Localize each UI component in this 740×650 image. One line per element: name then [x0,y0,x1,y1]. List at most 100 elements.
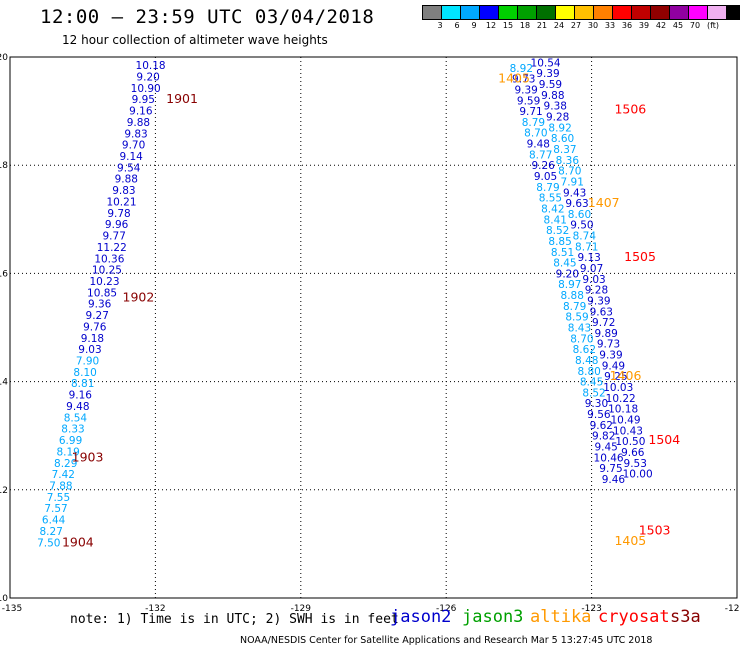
wave-height-label: 9.43 [563,187,586,199]
colorbar-swatch [479,5,499,20]
time-label: 1505 [624,249,656,264]
wave-height-label: 9.71 [519,106,542,118]
wave-height-label: 8.70 [524,128,547,140]
wave-height-label: 9.18 [81,333,104,345]
wave-height-label: 9.54 [117,162,141,174]
colorbar-swatch [574,5,594,20]
wave-height-label: 6.44 [42,515,66,527]
wave-height-label: 8.80 [577,366,600,378]
wave-height-label: 9.72 [592,317,615,329]
footer-credit: NOAA/NESDIS Center for Satellite Applica… [240,635,653,646]
legend-jason3: jason3 [462,607,524,627]
wave-height-label: 9.53 [624,458,647,470]
wave-height-label: 9.25 [604,371,627,383]
wave-height-label: 9.05 [534,171,557,183]
colorbar-swatch [612,5,632,20]
colorbar-swatch [631,5,651,20]
wave-height-label: 8.36 [556,155,580,167]
colorbar-swatch [422,5,442,20]
wave-height-label: 9.82 [592,431,615,443]
x-tick-label: -129 [291,604,312,614]
colorbar-level: 36 [621,21,633,30]
time-label: 1503 [639,522,671,537]
wave-height-label: 8.97 [558,279,581,291]
x-tick-label: -126 [436,604,457,614]
legend-cryosat: cryosat [598,607,670,627]
colorbar-swatch [460,5,480,20]
colorbar-level: 12 [485,21,497,30]
wave-height-label: 9.56 [587,409,611,421]
colorbar-level: 30 [587,21,599,30]
time-label: 1901 [166,91,198,106]
wave-height-label: 10.03 [603,382,633,394]
wave-height-label: 9.59 [539,79,562,91]
wave-height-label: 9.46 [602,474,626,486]
map-frame [9,56,738,599]
wave-height-label: 8.70 [558,166,581,178]
wave-height-label: 9.70 [122,140,145,152]
wave-height-label: 8.60 [551,133,574,145]
wave-height-label: 10.23 [89,276,119,288]
wave-height-label: 9.78 [107,208,130,220]
wave-height-label: 8.81 [71,378,94,390]
wave-height-label: 9.39 [587,295,610,307]
wave-height-label: 8.42 [541,203,564,215]
time-label: 1506 [614,101,646,116]
colorbar-swatch [517,5,537,20]
colorbar-labels: 3 6 9 12 15 18 21 24 27 30 33 36 39 42 45 70 (ft) [422,21,740,33]
wave-height-label: 7.50 [37,537,60,549]
wave-height-label: 9.36 [88,299,112,311]
wave-height-label: 8.51 [551,247,574,259]
colorbar-swatch [688,5,708,20]
colorbar-level: 39 [638,21,650,30]
wave-height-label: 11.22 [97,242,127,254]
time-label: 1405 [614,533,646,548]
colorbar-swatch [726,5,740,20]
colorbar-swatch [441,5,461,20]
wave-height-label: 10.54 [531,57,561,69]
wave-height-label: 8.77 [529,149,552,161]
colorbar-level: 15 [502,21,514,30]
colorbar-level: 21 [536,21,548,30]
wave-height-label: 9.39 [514,84,537,96]
colorbar-level: 45 [672,21,684,30]
wave-height-label: 8.60 [568,209,591,221]
wave-height-label: 9.95 [132,94,155,106]
wave-height-label: 8.70 [570,333,593,345]
wave-height-label: 8.79 [563,301,586,313]
wave-height-label: 8.19 [56,446,79,458]
wave-height-label: 9.39 [599,350,622,362]
colorbar-swatch [555,5,575,20]
colorbar-swatch [498,5,518,20]
wave-height-label: 10.90 [131,83,161,95]
x-tick-label: -135 [2,604,22,614]
wave-height-label: 9.62 [590,420,613,432]
wave-height-label: 9.27 [86,310,109,322]
colorbar-unit: (ft) [706,21,720,30]
wave-height-label: 10.00 [623,469,653,481]
wave-height-label: 8.54 [64,412,88,424]
wave-height-label: 9.88 [115,174,138,186]
time-label: 1904 [62,534,94,549]
y-tick-label: 16 [0,269,8,279]
y-tick-label: 12 [0,486,8,496]
time-label: 1406 [610,368,642,383]
wave-height-label: 9.75 [599,463,622,475]
wave-height-label: 8.43 [568,323,591,335]
wave-height-label: 9.13 [577,252,600,264]
colorbar-level: 33 [604,21,616,30]
wave-height-label: 9.73 [597,339,620,351]
wave-height-label: 9.83 [124,128,147,140]
legend-jason2: jason2 [390,607,452,627]
wave-height-label: 8.45 [553,258,576,270]
wave-height-label: 8.55 [539,193,562,205]
colorbar-level: 42 [655,21,667,30]
wave-height-label: 8.92 [510,63,533,75]
wave-height-label: 9.77 [103,231,126,243]
colorbar-level: 27 [570,21,582,30]
page-subtitle: 12 hour collection of altimeter wave hei… [62,33,328,47]
legend-altika: altika [530,607,592,627]
wave-height-label: 7.88 [49,480,72,492]
wave-height-label: 9.45 [594,442,617,454]
wave-height-label: 9.88 [541,90,564,102]
